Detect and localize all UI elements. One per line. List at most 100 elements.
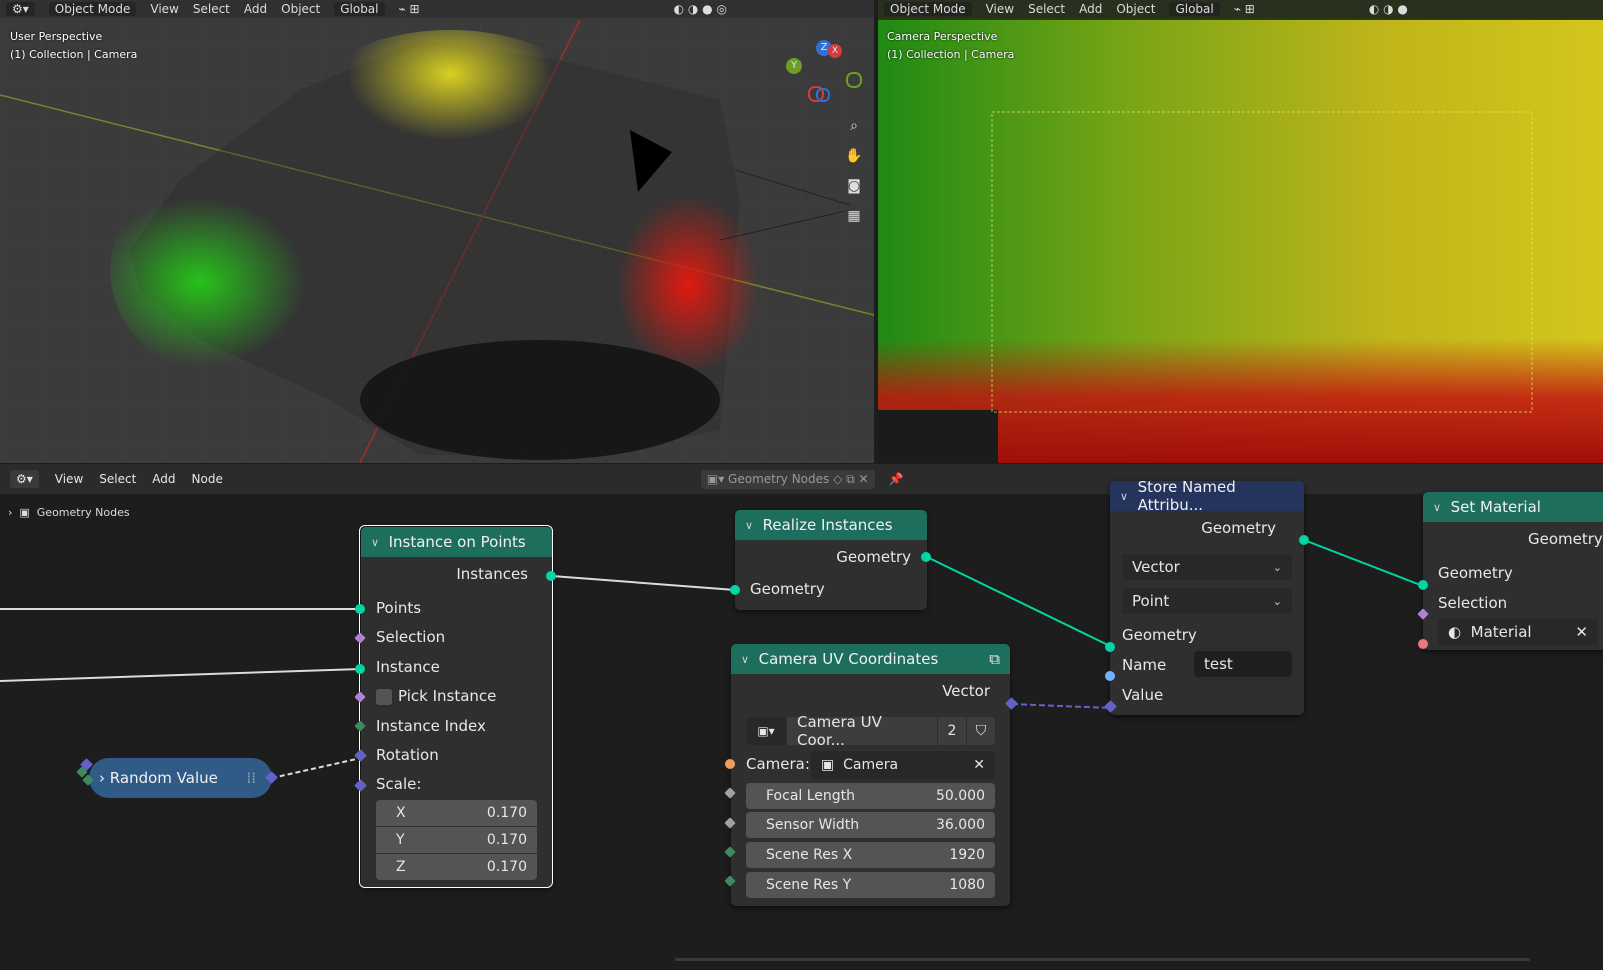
navigation-gizmo[interactable]: Z X Y [786,40,862,110]
neg-y-axis-icon[interactable] [846,72,862,88]
pick-instance-checkbox[interactable] [376,689,392,705]
sensor-width-field[interactable]: Sensor Width 36.000 [746,812,995,838]
collapse-chevron-icon[interactable]: ∨ [745,518,754,532]
node-group-browse-icon[interactable]: ▣▾ [746,717,786,745]
node-group-icon[interactable]: ⧉ [989,650,1000,668]
menu-add[interactable]: Add [152,472,176,486]
node-editor[interactable]: ⚙▾ View Select Add Node ▣▾ Geometry Node… [0,464,1603,970]
camera-object-value: Camera [843,757,899,773]
output-vector-label: Vector [942,682,990,700]
camera-object-field[interactable]: ▣ Camera ✕ [811,751,995,779]
material-field[interactable]: ◐ Material ✕ [1438,619,1598,645]
node-title: Realize Instances [762,516,893,534]
editor-type-dropdown[interactable]: ⚙▾ [10,470,39,488]
scale-y-field[interactable]: Y 0.170 [376,827,537,853]
socket-instance-in[interactable] [355,664,365,674]
socket-realize-geometry-out[interactable] [921,552,931,562]
left-3d-viewport[interactable]: ⚙▾ Object Mode View Select Add Object Gl… [0,0,874,463]
collapse-chevron-icon[interactable]: ∨ [741,652,750,666]
socket-store-geometry-out[interactable] [1299,535,1309,545]
neg-z-axis-icon[interactable] [816,88,830,102]
focal-length-field[interactable]: Focal Length 50.000 [746,783,995,809]
menu-add[interactable]: Add [1079,2,1103,16]
right-3d-viewport[interactable]: Object Mode View Select Add Object Globa… [878,0,1603,463]
snap-icon[interactable]: ⌁ ⊞ [398,2,420,16]
random-value-node[interactable]: › Random Value ⁞⁞ [89,758,272,798]
socket-setmat-geometry-in[interactable] [1418,580,1428,590]
instance-on-points-node[interactable]: ∨ Instance on Points Instances Points Se… [361,527,552,887]
mode-dropdown[interactable]: Object Mode [48,2,137,16]
collapse-chevron-icon[interactable]: ∨ [371,535,380,549]
menu-select[interactable]: Select [99,472,137,486]
node-header[interactable]: ∨ Camera UV Coordinates ⧉ [731,644,1010,674]
menu-select[interactable]: Select [1028,2,1066,16]
shading-icons[interactable]: ◐ ◑ ● [1368,2,1408,16]
menu-view[interactable]: View [150,2,179,16]
set-material-node[interactable]: ∨ Set Material Geometry Geometry Selecti… [1423,492,1603,650]
right-viewport-header: Object Mode View Select Add Object Globa… [878,0,1603,18]
zoom-icon[interactable]: ⌕ [842,114,866,138]
expand-chevron-icon[interactable]: › [99,769,105,787]
menu-view[interactable]: View [985,2,1015,16]
node-title: Camera UV Coordinates [758,650,939,668]
collapse-chevron-icon[interactable]: ∨ [1433,500,1442,514]
scale-z-label: Z [396,859,406,875]
scene-render-left [0,0,874,463]
collapse-chevron-icon[interactable]: ∨ [1120,489,1129,503]
menu-object[interactable]: Object [281,2,321,16]
socket-realize-geometry-in[interactable] [730,585,740,595]
transform-orientation-dropdown[interactable]: Global [1169,2,1220,16]
input-points-label: Points [376,599,422,617]
realize-instances-node[interactable]: ∨ Realize Instances Geometry Geometry [735,510,927,610]
input-geometry-label: Geometry [750,580,825,598]
scale-y-label: Y [396,832,405,848]
x-axis-icon[interactable]: X [828,44,842,58]
menu-view[interactable]: View [54,472,84,486]
collection-info: (1) Collection | Camera [887,48,1015,61]
socket-points-in[interactable] [355,604,365,614]
node-header[interactable]: ∨ Store Named Attribu... [1110,478,1304,514]
transform-orientation-dropdown[interactable]: Global [334,2,385,16]
menu-select[interactable]: Select [192,2,230,16]
y-axis-icon[interactable]: Y [786,58,802,74]
store-named-attribute-node[interactable]: ∨ Store Named Attribu... Geometry Vector… [1110,478,1304,715]
node-header[interactable]: ∨ Realize Instances [735,510,927,540]
fake-user-shield-icon[interactable]: ⛉ [967,717,995,745]
focal-length-value: 50.000 [936,788,985,804]
editor-type-dropdown[interactable]: ⚙▾ [6,2,35,16]
camera-uv-coordinates-node[interactable]: ∨ Camera UV Coordinates ⧉ Vector ▣▾ Camer… [731,644,1010,906]
data-type-dropdown[interactable]: Vector ⌄ [1122,554,1292,580]
scale-x-field[interactable]: X 0.170 [376,800,537,826]
socket-setmat-material-in[interactable] [1418,639,1428,649]
name-text-field[interactable]: test [1194,651,1292,677]
ortho-grid-icon[interactable]: ▦ [842,204,866,228]
node-header[interactable]: ∨ Set Material [1423,492,1603,522]
shading-icons[interactable]: ◐ ◑ ● ◎ [673,2,727,16]
scene-res-y-field[interactable]: Scene Res Y 1080 [746,872,995,898]
scene-res-x-field[interactable]: Scene Res X 1920 [746,842,995,868]
mode-dropdown[interactable]: Object Mode [884,2,972,16]
clear-x-icon[interactable]: ✕ [973,757,985,773]
scale-z-field[interactable]: Z 0.170 [376,854,537,880]
domain-dropdown[interactable]: Point ⌄ [1122,588,1292,614]
clear-x-icon[interactable]: ✕ [1575,623,1588,641]
horizontal-scrollbar[interactable] [675,958,1530,961]
pin-icon[interactable]: 📌 [888,472,904,486]
socket-store-geometry-in[interactable] [1105,642,1115,652]
menu-node[interactable]: Node [191,472,223,486]
snap-icon[interactable]: ⌁ ⊞ [1233,2,1255,16]
menu-add[interactable]: Add [243,2,268,16]
node-header[interactable]: ∨ Instance on Points [361,527,552,557]
socket-camera-in[interactable] [725,759,735,769]
input-geometry-label: Geometry [1438,564,1513,582]
scale-z-value: 0.170 [486,859,527,875]
socket-store-name-in[interactable] [1105,671,1115,681]
node-group-users-count[interactable]: 2 [938,717,966,745]
pan-hand-icon[interactable]: ✋ [842,144,866,168]
node-group-name-field[interactable]: Camera UV Coor... [787,713,937,749]
socket-instances-out[interactable] [546,571,556,581]
neg-x-axis-icon[interactable] [808,86,824,102]
node-tree-selector[interactable]: ▣▾ Geometry Nodes ◇ ⧉ ✕ [700,469,875,489]
menu-object[interactable]: Object [1116,2,1156,16]
camera-view-icon[interactable]: ◙ [842,174,866,198]
